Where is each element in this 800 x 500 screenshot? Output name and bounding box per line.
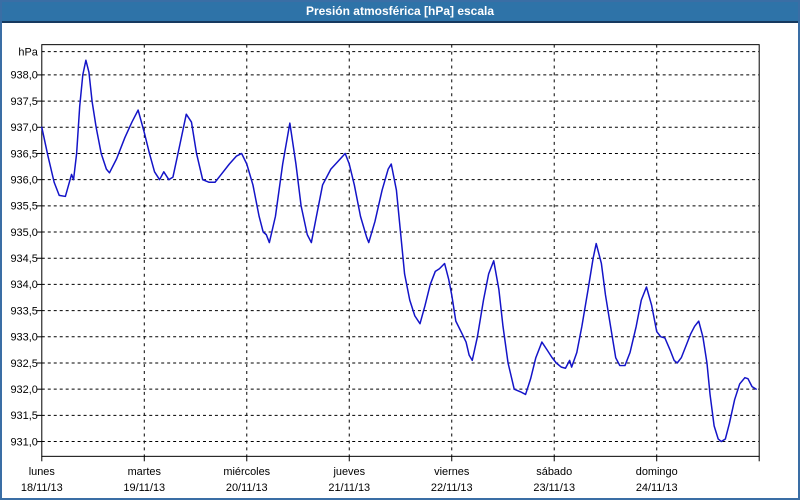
y-tick-label: 933,5 (10, 305, 37, 317)
y-tick-label: 933,0 (10, 332, 37, 344)
y-tick-label: 937,5 (10, 96, 37, 108)
day-name-label: miércoles (223, 466, 270, 478)
day-name-label: jueves (332, 466, 365, 478)
day-date-label: 24/11/13 (636, 482, 678, 494)
y-axis-unit-label: hPa (18, 46, 38, 58)
y-tick-label: 935,5 (10, 201, 37, 213)
day-date-label: 20/11/13 (226, 482, 268, 494)
day-name-label: lunes (29, 466, 56, 478)
y-tick-label: 934,0 (10, 279, 37, 291)
plot-frame (41, 44, 760, 457)
y-tick-label: 932,0 (10, 384, 37, 396)
day-date-label: 22/11/13 (431, 482, 473, 494)
y-tick-label: 937,0 (10, 122, 37, 134)
pressure-line (41, 59, 757, 443)
day-date-label: 19/11/13 (123, 482, 165, 494)
day-date-label: 23/11/13 (533, 482, 575, 494)
y-tick-label: 931,5 (10, 410, 37, 422)
day-date-label: 18/11/13 (21, 482, 63, 494)
day-name-label: sábado (536, 466, 572, 478)
y-tick-label: 934,5 (10, 253, 37, 265)
y-tick-label: 936,0 (10, 175, 37, 187)
y-tick-label: 932,5 (10, 358, 37, 370)
window-title: Presión atmosférica [hPa] escala (305, 4, 495, 18)
y-tick-label: 935,0 (10, 227, 37, 239)
day-name-label: viernes (434, 466, 470, 478)
day-date-label: 21/11/13 (328, 482, 370, 494)
y-tick-label: 931,0 (10, 436, 37, 448)
y-tick-label: 936,5 (10, 148, 37, 160)
y-tick-label: 938,0 (10, 70, 37, 82)
day-name-label: martes (128, 466, 162, 478)
title-bar: Presión atmosférica [hPa] escala (2, 2, 798, 23)
day-name-label: domingo (636, 466, 678, 478)
